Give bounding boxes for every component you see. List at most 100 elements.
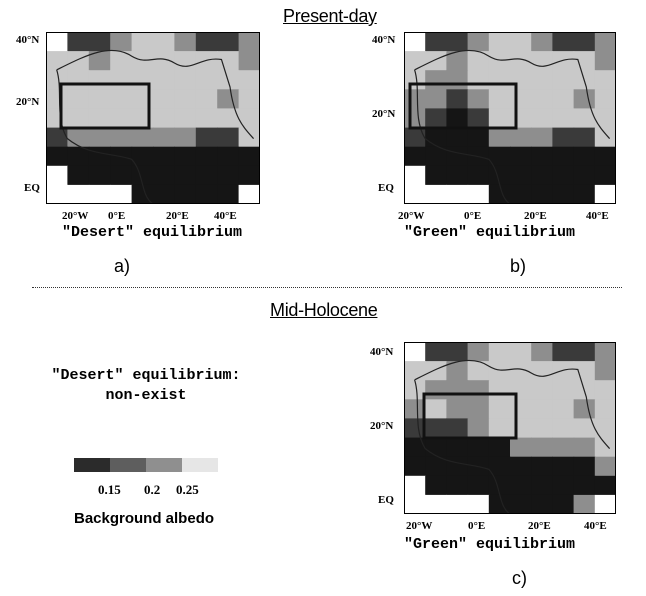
map-cell xyxy=(404,165,426,186)
y-tick-20n-b: 20°N xyxy=(372,108,396,120)
map-cell xyxy=(594,32,616,52)
map-cell xyxy=(425,399,447,419)
map-cell xyxy=(531,437,553,458)
map-cell xyxy=(174,51,197,71)
legend-swatch-3 xyxy=(146,458,182,472)
legend-tick-015: 0.15 xyxy=(98,482,121,497)
map-cell xyxy=(594,399,616,419)
map-cell xyxy=(446,399,469,419)
y-tick-40n-c: 40°N xyxy=(370,346,394,358)
map-cell xyxy=(238,32,260,52)
map-cell xyxy=(573,342,596,362)
x-tick-40e-c: 40°E xyxy=(584,520,607,532)
map-cell xyxy=(446,89,469,109)
map-cell xyxy=(467,51,490,71)
map-cell xyxy=(195,165,218,186)
x-tick-20w-c: 20°W xyxy=(406,520,433,532)
map-cell xyxy=(217,165,240,186)
map-cell xyxy=(88,146,111,167)
map-cell xyxy=(594,146,616,167)
map-cell xyxy=(425,418,447,439)
map-cell xyxy=(425,165,447,186)
x-tick-20w-a: 20°W xyxy=(62,210,89,222)
x-tick-20e-a: 20°E xyxy=(166,210,189,222)
map-c xyxy=(404,342,616,514)
map-cell xyxy=(510,70,532,90)
map-cell xyxy=(467,361,490,381)
map-cell xyxy=(217,127,240,148)
section-divider xyxy=(32,287,622,288)
map-panel-b xyxy=(404,32,616,204)
map-cell xyxy=(488,108,511,129)
map-cell xyxy=(573,184,596,204)
map-cell xyxy=(67,108,90,129)
map-cell xyxy=(510,342,532,362)
map-cell xyxy=(238,70,260,90)
y-tick-20n-c: 20°N xyxy=(370,420,394,432)
map-cell xyxy=(131,127,154,148)
map-cell xyxy=(238,165,260,186)
map-cell xyxy=(67,32,90,52)
map-cell xyxy=(510,51,532,71)
desert-nonexist-note: "Desert" equilibrium: non-exist xyxy=(26,366,266,406)
map-cell xyxy=(552,399,575,419)
map-cell xyxy=(573,89,596,109)
map-cell xyxy=(425,437,447,458)
map-cell xyxy=(510,380,532,400)
coastline xyxy=(414,359,611,514)
y-tick-eq-c: EQ xyxy=(378,494,394,506)
map-cell xyxy=(404,89,426,109)
map-cell xyxy=(467,494,490,514)
map-cell xyxy=(552,184,575,204)
map-cell xyxy=(425,70,447,90)
map-cell xyxy=(446,361,469,381)
map-cell xyxy=(531,380,553,400)
map-cell xyxy=(67,146,90,167)
map-cell xyxy=(573,494,596,514)
map-cell xyxy=(404,127,426,148)
map-cell xyxy=(488,70,511,90)
map-cell xyxy=(404,399,426,419)
map-cell xyxy=(238,127,260,148)
map-cell xyxy=(510,127,532,148)
map-frame xyxy=(404,342,616,514)
map-cell xyxy=(425,89,447,109)
map-cell xyxy=(573,51,596,71)
map-cell xyxy=(404,342,426,362)
map-frame xyxy=(46,32,260,204)
x-tick-20w-b: 20°W xyxy=(398,210,425,222)
map-cell xyxy=(46,184,68,204)
map-cell xyxy=(110,51,133,71)
map-cell xyxy=(404,108,426,129)
panel-label-c: c) xyxy=(512,568,527,588)
map-cell xyxy=(573,127,596,148)
map-a xyxy=(46,32,260,204)
map-cell xyxy=(425,380,447,400)
map-cell xyxy=(425,51,447,71)
map-cell xyxy=(552,89,575,109)
map-cell xyxy=(594,361,616,381)
map-cell xyxy=(531,456,553,477)
map-cell xyxy=(446,456,469,477)
map-cell xyxy=(467,89,490,109)
map-cell xyxy=(404,418,426,439)
map-cell xyxy=(404,32,426,52)
x-tick-40e-a: 40°E xyxy=(214,210,237,222)
map-cell xyxy=(88,51,111,71)
map-cell xyxy=(88,127,111,148)
legend-swatch-1 xyxy=(74,458,110,472)
map-cell xyxy=(488,475,511,496)
map-cell xyxy=(594,380,616,400)
map-cell xyxy=(46,32,68,52)
map-cell xyxy=(594,89,616,109)
map-cell xyxy=(594,456,616,477)
x-tick-0e-a: 0°E xyxy=(108,210,126,222)
map-cell xyxy=(174,108,197,129)
map-cell xyxy=(404,475,426,496)
map-cell xyxy=(594,70,616,90)
map-cell xyxy=(67,89,90,109)
map-cell xyxy=(594,475,616,496)
map-cell xyxy=(88,184,111,204)
panel-label-a: a) xyxy=(114,256,131,276)
desert-nonexist-line2: non-exist xyxy=(105,387,187,404)
